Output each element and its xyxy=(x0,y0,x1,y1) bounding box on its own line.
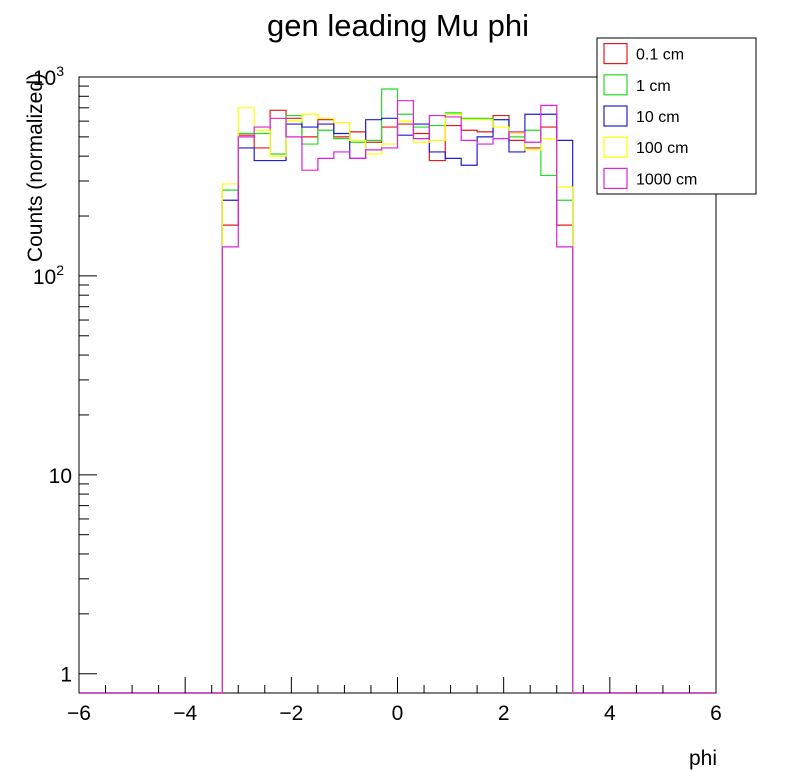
legend: 0.1 cm 1 cm 10 cm 100 cm 1000 cm xyxy=(596,37,757,195)
legend-swatch xyxy=(603,167,628,189)
series-line-0-1-cm xyxy=(79,109,716,694)
x-tick-label: −6 xyxy=(67,702,91,725)
y-tick-label: 1 xyxy=(60,664,72,687)
y-tick-label: 102 xyxy=(33,262,64,289)
x-axis-ticks: −6 −4 −2 0 2 4 6 xyxy=(67,677,722,725)
x-tick-label: 2 xyxy=(498,702,510,725)
series-line-1000-cm xyxy=(79,100,716,694)
y-axis-title: Counts (normalized) xyxy=(24,73,47,262)
legend-swatch xyxy=(603,136,628,158)
y-tick-exponent: 3 xyxy=(56,63,64,79)
legend-swatch xyxy=(603,105,628,127)
series-line-10-cm xyxy=(79,113,716,694)
legend-entry-label: 10 cm xyxy=(636,109,680,126)
legend-entry-label: 1000 cm xyxy=(636,171,697,188)
legend-entry-label: 100 cm xyxy=(636,140,688,157)
x-tick-label: 4 xyxy=(604,702,616,725)
x-tick-label: −4 xyxy=(173,702,197,725)
x-tick-label: −2 xyxy=(279,702,303,725)
series-layer xyxy=(79,88,716,694)
y-tick-label: 103 xyxy=(33,63,64,90)
series-line-100-cm xyxy=(79,107,716,694)
legend-entry-label: 1 cm xyxy=(636,78,671,95)
legend-swatch xyxy=(603,74,628,96)
chart-title: gen leading Mu phi xyxy=(267,8,529,43)
y-tick-label: 10 xyxy=(49,465,72,488)
legend-entry-label: 0.1 cm xyxy=(636,47,684,64)
legend-swatch xyxy=(603,42,628,65)
y-tick-exponent: 2 xyxy=(56,262,64,278)
x-tick-label: 6 xyxy=(710,702,722,725)
x-tick-label: 0 xyxy=(392,702,404,725)
x-axis-title: phi xyxy=(689,747,717,770)
